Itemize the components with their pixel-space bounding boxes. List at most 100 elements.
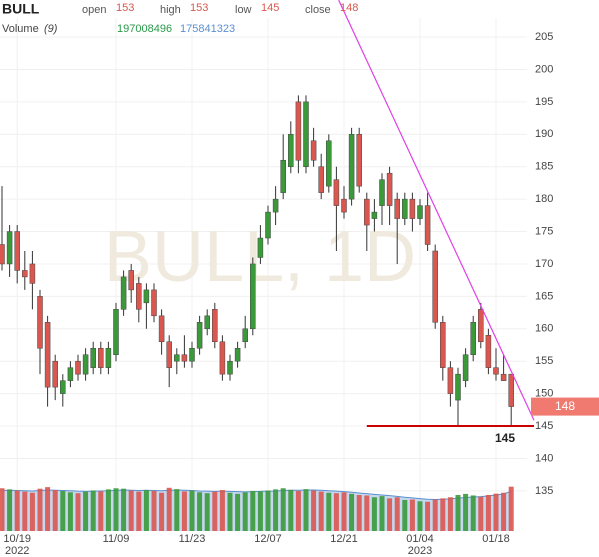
candle-body [386, 172, 393, 206]
legend-label: low [235, 4, 252, 16]
y-tick-label: 180 [535, 193, 553, 205]
candle-body [37, 296, 43, 349]
legend-label: open [82, 4, 106, 16]
y-tick-label: 170 [535, 258, 553, 270]
volume-ma-value: 175841323 [180, 23, 235, 35]
volume-bar [447, 497, 453, 531]
volume-bar [341, 492, 347, 531]
candle-body [166, 341, 172, 368]
volume-bar [417, 501, 423, 531]
candle-body [136, 283, 142, 310]
volume-bar [90, 490, 96, 531]
axis: 135 140 145 150 155 160 165 170 175 180 185 190 195 2… [3, 31, 599, 557]
volume-bar [128, 490, 134, 531]
volume-bar [83, 491, 89, 531]
price-pane: 145 [0, 0, 535, 445]
candle-body [98, 347, 104, 368]
volume-bar [394, 497, 400, 531]
y-tick-label: 205 [535, 31, 553, 43]
volume-bar [67, 492, 73, 531]
x-year-label: 2022 [5, 545, 29, 557]
volume-bar [227, 492, 233, 531]
volume-period: (9) [44, 23, 58, 35]
volume-bar [364, 495, 370, 531]
legend-label: close [305, 4, 331, 16]
volume-bar [349, 493, 355, 531]
volume-bar [356, 495, 362, 531]
candle-body [0, 244, 5, 265]
candle-body [500, 373, 507, 381]
volume-bar [189, 490, 195, 531]
price-tag-label: 148 [555, 399, 575, 413]
volume-bar [75, 493, 81, 531]
volume-title: Volume [2, 23, 39, 35]
x-year-label: 2023 [408, 545, 432, 557]
y-tick-label: 190 [535, 128, 553, 140]
x-tick-label: 10/19 [3, 533, 31, 545]
volume-bar [485, 495, 491, 531]
candle-body [371, 211, 378, 219]
volume-bar [493, 493, 499, 531]
volume-bar [174, 489, 180, 531]
candle-body [310, 140, 317, 161]
volume-ma-line [1, 489, 512, 501]
volume-bar [235, 493, 241, 531]
volume-bar [387, 498, 393, 531]
volume-bar [280, 488, 286, 531]
candle-body [485, 335, 492, 368]
volume-bar [22, 491, 28, 531]
candle-body [272, 198, 279, 213]
candle-body [113, 309, 119, 355]
volume-bar [151, 490, 157, 531]
volume-bar [29, 492, 35, 531]
candle-body [234, 347, 241, 362]
y-tick-label: 195 [535, 96, 553, 108]
candle-body [14, 231, 20, 271]
candle-body [196, 322, 203, 349]
y-tick-label: 175 [535, 225, 553, 237]
volume-bar [212, 491, 218, 531]
volume-bar [333, 493, 339, 531]
volume-bar [440, 498, 446, 531]
candle-body [402, 198, 408, 219]
volume-bar [425, 501, 431, 531]
y-tick-label: 150 [535, 388, 553, 400]
volume-bar [45, 487, 51, 531]
candle-body [462, 354, 469, 381]
x-tick-label: 12/07 [254, 533, 282, 545]
volume-bar [52, 490, 58, 531]
x-tick-label: 11/09 [103, 533, 130, 545]
x-tick-label: 01/04 [406, 533, 434, 545]
header: BULL open 153 high 153 low 145 close 148… [2, 1, 358, 35]
candle-body [295, 101, 302, 161]
volume-bar [143, 490, 149, 531]
volume-bar [265, 490, 271, 531]
volume-bar [204, 493, 210, 531]
candle-body [341, 198, 347, 213]
volume-bar [113, 488, 119, 531]
y-tick-label: 200 [535, 63, 553, 75]
volume-bar [432, 499, 438, 531]
candle-body [440, 322, 446, 368]
candle-body [493, 367, 499, 375]
volume-bar [508, 486, 514, 531]
candle-body [478, 309, 484, 343]
y-tick-label: 185 [535, 161, 553, 173]
volume-bar [402, 499, 408, 531]
candle-body [333, 179, 340, 206]
candle-body [128, 270, 134, 291]
volume-bar [379, 496, 385, 531]
candle-body [219, 341, 226, 375]
volume-bar [121, 488, 127, 531]
candle-body [227, 360, 233, 375]
candle-body [508, 373, 514, 407]
support-label: 145 [495, 431, 515, 445]
x-tick-label: 01/18 [482, 533, 510, 545]
volume-bar [463, 493, 469, 531]
candle-body [29, 263, 36, 284]
volume-bar [409, 499, 415, 531]
volume-bar [257, 491, 263, 531]
y-tick-label: 140 [535, 452, 553, 464]
candle-body [82, 354, 89, 375]
volume-bar [197, 492, 203, 531]
